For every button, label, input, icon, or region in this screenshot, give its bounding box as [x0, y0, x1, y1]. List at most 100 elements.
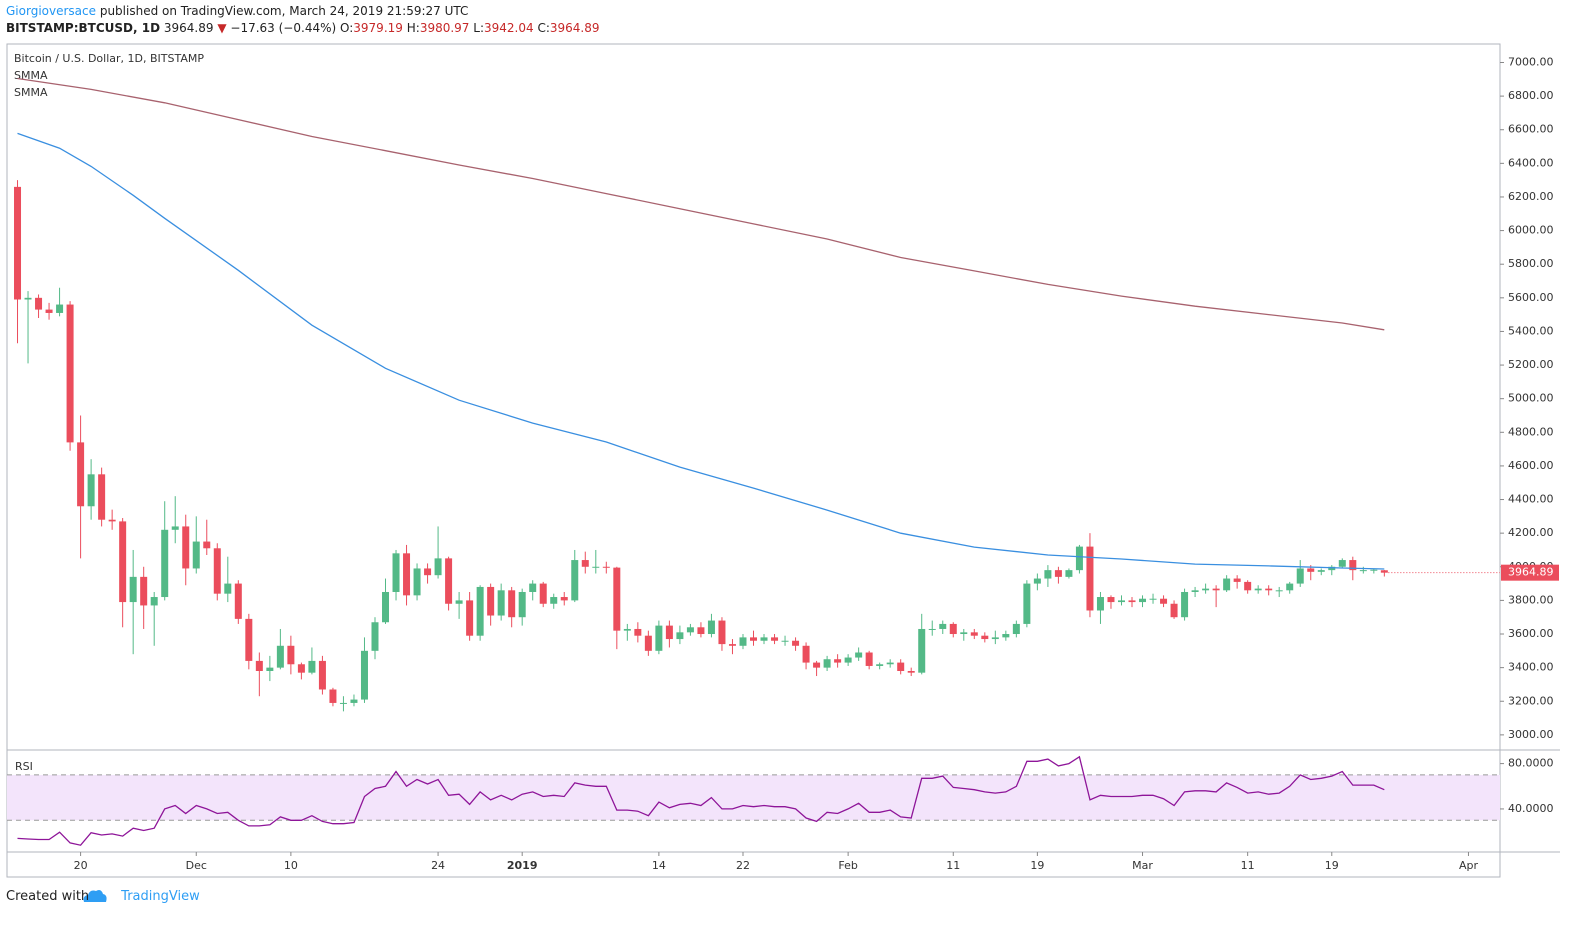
candle-body	[939, 623, 947, 629]
candle-body	[1307, 568, 1315, 572]
x-tick-label: 20	[74, 859, 88, 872]
x-tick-label: 2019	[507, 859, 538, 872]
candle-body	[1296, 568, 1304, 584]
low-value: 3942.04	[484, 21, 534, 35]
y-tick-label: 6200.00	[1508, 190, 1554, 203]
candle-body	[56, 304, 64, 313]
x-tick-label: 19	[1030, 859, 1044, 872]
candle-body	[392, 553, 400, 592]
author-link[interactable]: Giorgioversace	[6, 4, 96, 18]
candle-body	[1023, 583, 1031, 624]
x-tick-label: Dec	[186, 859, 207, 872]
x-tick-label: Mar	[1132, 859, 1153, 872]
y-tick-label: 3600.00	[1508, 627, 1554, 640]
candle-body	[382, 591, 390, 623]
candle-body	[77, 442, 85, 507]
candle-body	[1075, 546, 1083, 571]
candle-body	[897, 662, 905, 671]
candle-body	[581, 560, 589, 567]
candle-body	[487, 586, 495, 616]
last-price-box	[1501, 564, 1559, 581]
change: −17.63 (−0.44%)	[230, 21, 337, 35]
candle-body	[297, 664, 305, 673]
candle-body	[350, 699, 358, 703]
candle-body	[1212, 588, 1220, 591]
x-tick-label: Feb	[838, 859, 857, 872]
candle-body	[634, 628, 642, 636]
candle-body	[613, 567, 621, 631]
candle-body	[108, 519, 116, 522]
candle-body	[697, 627, 705, 635]
candle-body	[781, 640, 789, 642]
y-tick-label: 5000.00	[1508, 392, 1554, 405]
candle-body	[45, 309, 53, 313]
tradingview-logo	[83, 890, 107, 902]
candle-body	[1107, 597, 1115, 603]
candle-body	[1065, 570, 1073, 577]
brand[interactable]: TradingView	[121, 889, 200, 904]
x-tick-label: 24	[431, 859, 445, 872]
candle-body	[1181, 591, 1189, 618]
candle-body	[834, 659, 842, 663]
symbol: BITSTAMP:BTCUSD, 1D	[6, 21, 161, 35]
candle-body	[750, 637, 757, 641]
candle-body	[592, 566, 600, 568]
candle-body	[266, 667, 274, 671]
last-price: 3964.89	[163, 21, 214, 35]
candle-body	[792, 640, 800, 646]
close-label: C:	[537, 21, 550, 35]
y-tick-label: 6800.00	[1508, 89, 1554, 102]
smma-line	[17, 132, 1385, 570]
candle-body	[35, 297, 43, 310]
y-tick-label: 6600.00	[1508, 123, 1554, 136]
candle-body	[1338, 560, 1346, 567]
candle-body	[602, 566, 610, 568]
candle-body	[550, 597, 558, 604]
candle-body	[1370, 569, 1378, 571]
x-tick-label: 22	[736, 859, 750, 872]
candle-body	[655, 625, 663, 651]
candle-body	[844, 657, 852, 663]
candle-body	[529, 583, 537, 592]
candle-body	[539, 583, 547, 604]
quote-line: BITSTAMP:BTCUSD, 1D 3964.89 ▼ −17.63 (−0…	[6, 21, 600, 35]
y-tick-label: 5400.00	[1508, 324, 1554, 337]
candle-body	[434, 558, 442, 576]
rsi-label: RSI	[15, 760, 33, 773]
candle-body	[150, 597, 158, 606]
last-price-label: 3964.89	[1508, 566, 1554, 579]
candle-body	[991, 637, 999, 640]
candle-body	[245, 618, 253, 661]
x-tick-label: Apr	[1459, 859, 1479, 872]
candle-body	[445, 558, 453, 604]
candle-body	[728, 644, 736, 646]
rsi-y-tick-label: 80.0000	[1508, 757, 1554, 770]
candle-body	[1128, 600, 1136, 603]
y-tick-label: 6400.00	[1508, 156, 1554, 169]
candle-body	[287, 645, 295, 665]
chart-title: Bitcoin / U.S. Dollar, 1D, BITSTAMP	[14, 52, 204, 65]
y-tick-label: 3800.00	[1508, 593, 1554, 606]
candle-body	[1160, 598, 1168, 604]
y-tick-label: 5200.00	[1508, 358, 1554, 371]
candle-body	[66, 304, 74, 443]
candle-body	[886, 662, 894, 665]
candle-body	[308, 660, 316, 673]
close-value: 3964.89	[549, 21, 600, 35]
candle-body	[1002, 634, 1010, 638]
y-tick-label: 5800.00	[1508, 257, 1554, 270]
candle-body	[140, 576, 148, 606]
candle-body	[1170, 603, 1178, 618]
candle-body	[571, 560, 579, 601]
candle-body	[1044, 570, 1052, 579]
publish-text: published on TradingView.com, March 24, …	[99, 4, 469, 18]
candle-body	[802, 645, 810, 663]
candle-body	[771, 637, 779, 641]
candle-body	[518, 591, 526, 618]
y-tick-label: 3200.00	[1508, 694, 1554, 707]
candle-body	[970, 632, 978, 636]
candle-body	[823, 659, 831, 668]
candle-body	[24, 297, 32, 300]
candle-body	[466, 600, 474, 636]
